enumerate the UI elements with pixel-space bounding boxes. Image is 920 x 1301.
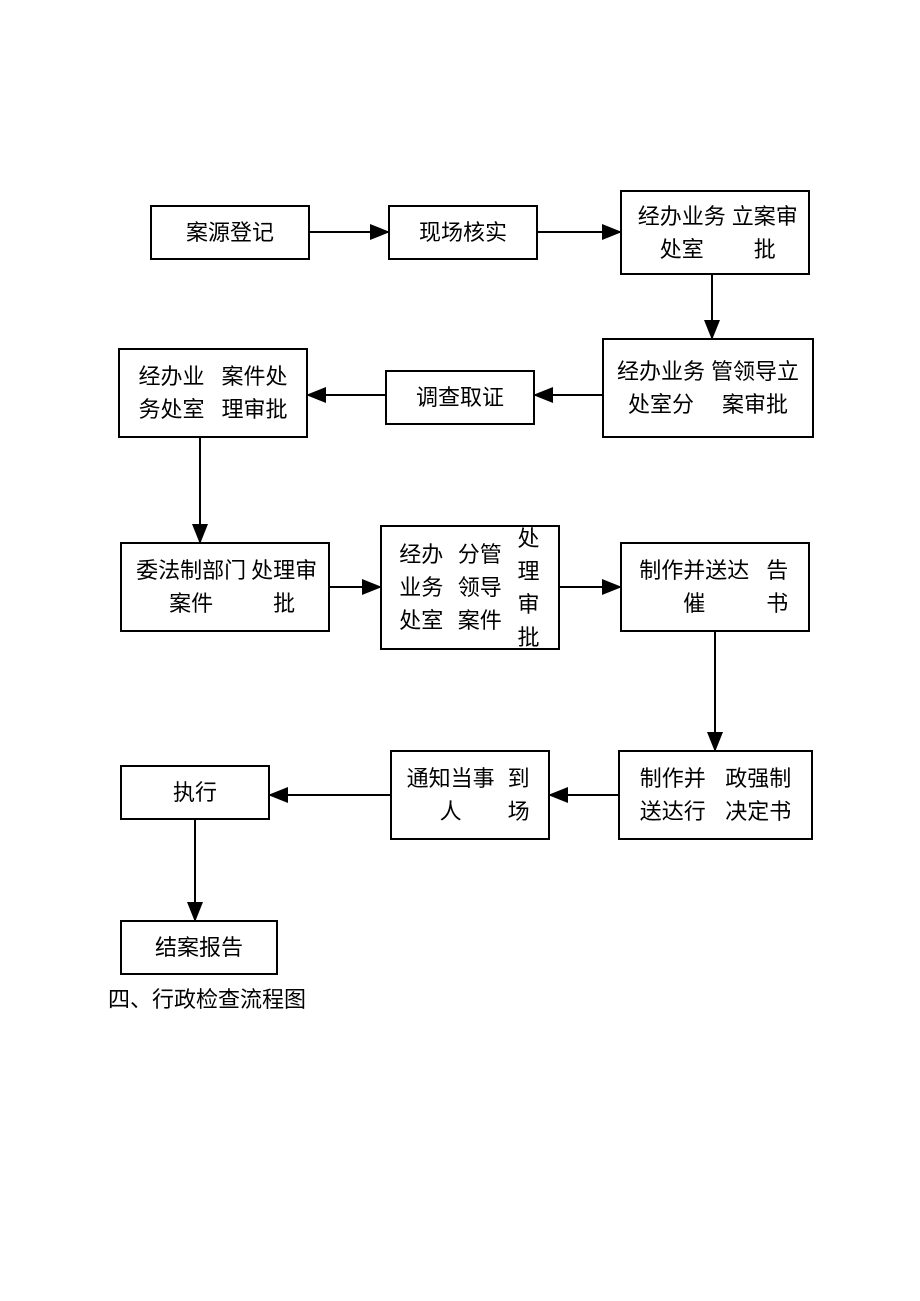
flowchart-node-n5: 调查取证: [385, 370, 535, 425]
flowchart-node-n4: 经办业务处室分管领导立案审批: [602, 338, 814, 438]
flowchart-container: 案源登记现场核实经办业务处室立案审批经办业务处室分管领导立案审批调查取证经办业务…: [0, 0, 920, 1301]
flowchart-node-n12: 执行: [120, 765, 270, 820]
flowchart-node-n7: 委法制部门案件处理审批: [120, 542, 330, 632]
flowchart-node-n1: 案源登记: [150, 205, 310, 260]
flowchart-node-n9: 制作并送达催告书: [620, 542, 810, 632]
flowchart-node-n3: 经办业务处室立案审批: [620, 190, 810, 275]
flowchart-node-n10: 制作并送达行政强制决定书: [618, 750, 813, 840]
flowchart-node-n6: 经办业务处室案件处理审批: [118, 348, 308, 438]
flowchart-node-n2: 现场核实: [388, 205, 538, 260]
flowchart-node-n11: 通知当事人到场: [390, 750, 550, 840]
flowchart-node-n13: 结案报告: [120, 920, 278, 975]
flowchart-node-n8: 经办业务处室分管领导案件处理审批: [380, 525, 560, 650]
caption-text: 四、行政检查流程图: [108, 982, 306, 1014]
